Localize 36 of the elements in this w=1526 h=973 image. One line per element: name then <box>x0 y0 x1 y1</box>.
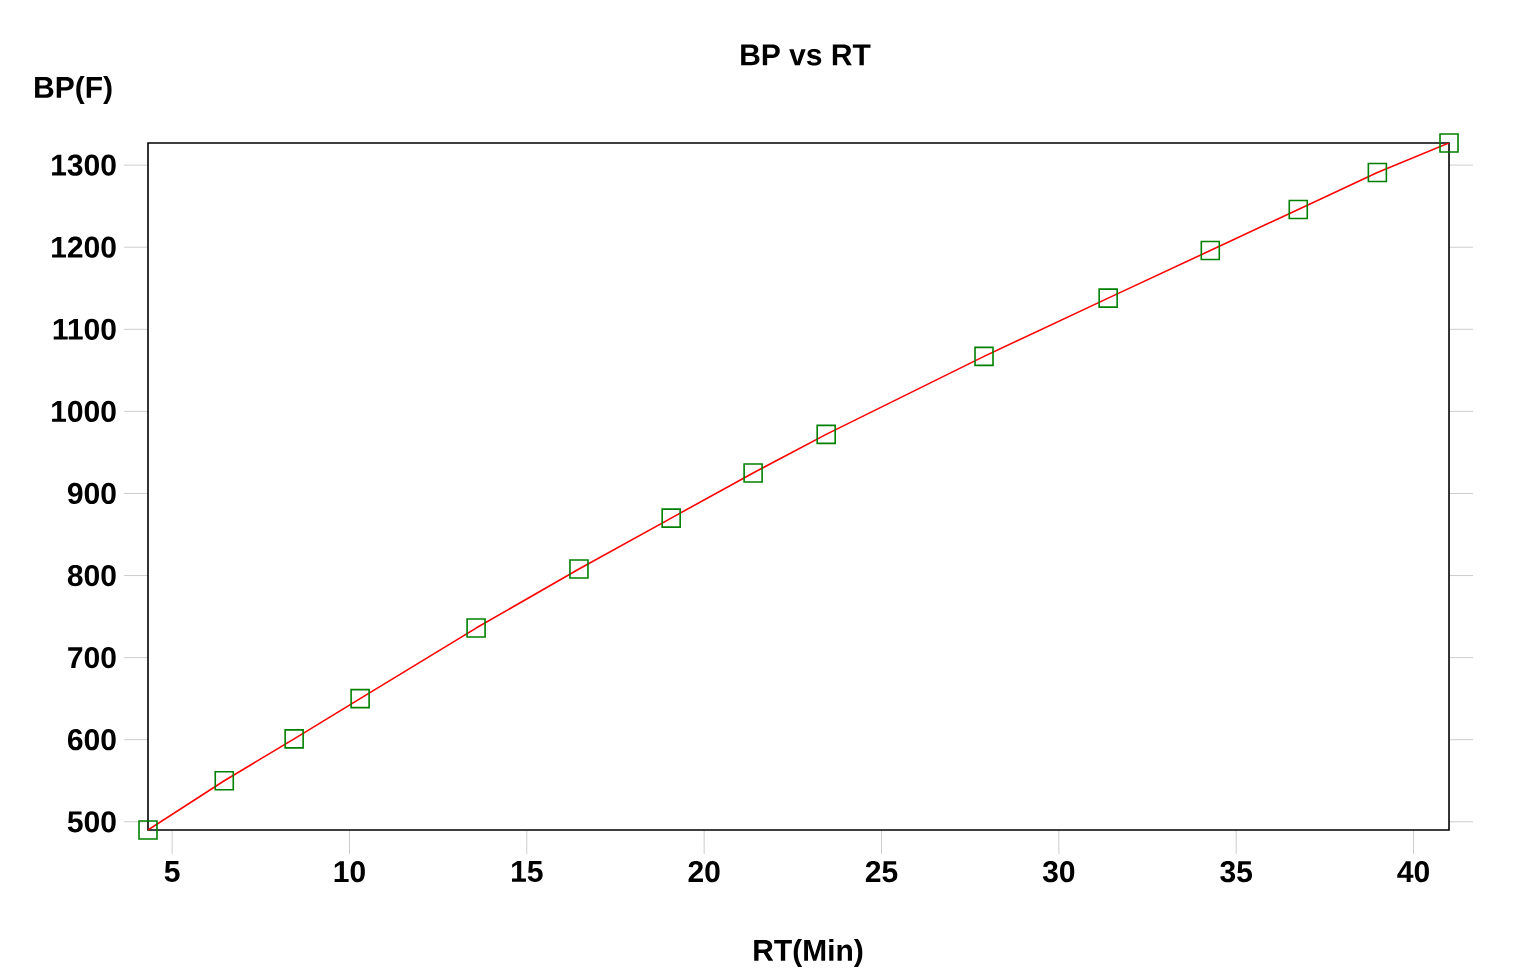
point <box>816 424 836 445</box>
x-tick-label: 35 <box>1220 861 1253 883</box>
y-tick-label: 1100 <box>53 318 116 340</box>
y-axis-title: BP(F) <box>35 76 112 104</box>
x-axis-title: RT(Min) <box>754 939 863 967</box>
x-tick-label: 10 <box>334 861 365 883</box>
point <box>350 688 370 709</box>
y-tick-label: 1200 <box>52 236 116 258</box>
point <box>974 346 994 367</box>
point <box>569 559 589 579</box>
y-tick-label: 700 <box>68 646 116 669</box>
point <box>466 618 486 638</box>
line-series <box>148 142 1450 830</box>
point <box>661 508 681 528</box>
x-tick-label: 30 <box>1042 861 1075 883</box>
y-tick-label: 600 <box>67 729 116 751</box>
y-tick-label: 500 <box>67 811 116 833</box>
x-tick-label: 40 <box>1397 861 1429 883</box>
point <box>743 463 763 483</box>
y-tick-label: 900 <box>67 482 116 505</box>
point <box>1200 240 1221 261</box>
point <box>284 729 304 749</box>
point <box>1439 133 1459 153</box>
x-tick-label: 5 <box>164 861 180 882</box>
y-tick-label: 800 <box>67 564 116 587</box>
point <box>1288 199 1309 220</box>
x-tick-label: 20 <box>688 861 720 883</box>
point <box>214 770 235 791</box>
x-tick-label: 15 <box>512 861 543 882</box>
point <box>1367 162 1388 183</box>
y-tick-label: 1300 <box>52 154 116 176</box>
x-tick-label: 25 <box>865 861 898 883</box>
point <box>1098 288 1118 308</box>
y-tick-label: 1000 <box>52 400 116 422</box>
point <box>138 820 158 840</box>
chart-title: BP vs RT <box>741 44 871 66</box>
